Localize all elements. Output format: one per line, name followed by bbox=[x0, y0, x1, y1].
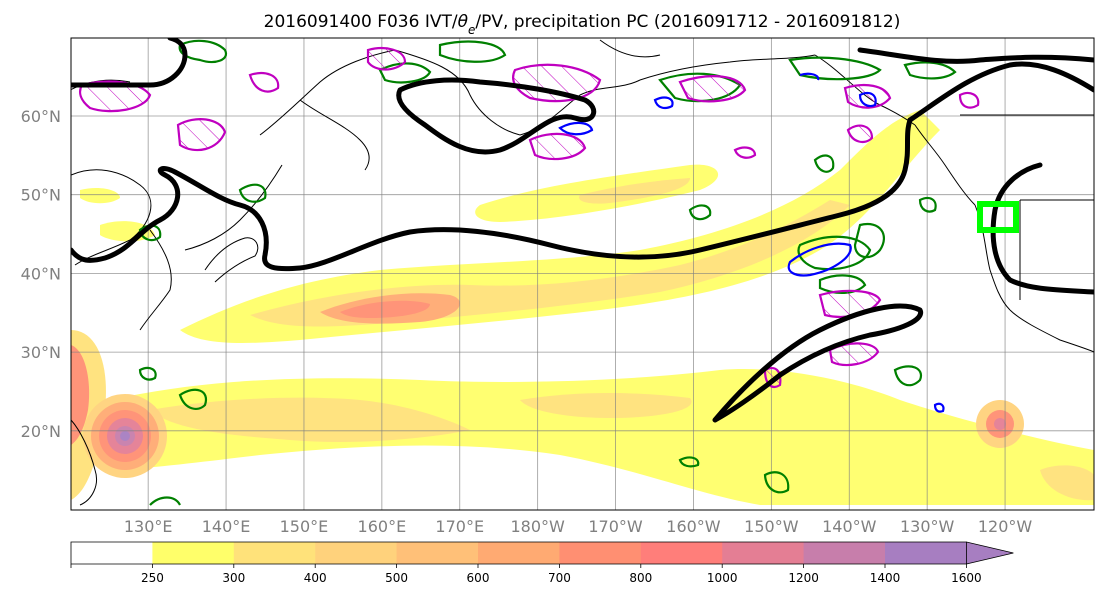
lon-label: 140°W bbox=[822, 517, 877, 536]
lon-label: 120°W bbox=[978, 517, 1033, 536]
colorbar-label: 250 bbox=[141, 571, 164, 585]
map-border bbox=[70, 37, 1095, 511]
ivt-west-edge-inner bbox=[71, 345, 90, 445]
pv-contour-main bbox=[71, 117, 913, 272]
colorbar-swatch bbox=[478, 542, 560, 564]
colorbar-label: 300 bbox=[222, 571, 245, 585]
ivt-small-3 bbox=[1040, 465, 1094, 501]
colorbar-swatch bbox=[71, 542, 153, 564]
ivt-band-main bbox=[180, 110, 940, 343]
colorbar-label: 600 bbox=[467, 571, 490, 585]
colorbar-label: 1200 bbox=[788, 571, 819, 585]
lon-label: 170°E bbox=[435, 517, 484, 536]
colorbar-label: 1400 bbox=[870, 571, 901, 585]
colorbar-label: 400 bbox=[304, 571, 327, 585]
lon-label: 160°E bbox=[358, 517, 407, 536]
latitude-labels: 60°N 50°N 40°N 30°N 20°N bbox=[21, 107, 61, 441]
ivt-band-inner3 bbox=[340, 300, 430, 318]
colorbar-label: 1600 bbox=[951, 571, 982, 585]
colorbar-swatch bbox=[640, 542, 723, 564]
colorbar-extend-arrow bbox=[966, 541, 1014, 565]
pv-contour-nw bbox=[71, 38, 188, 88]
target-region-box bbox=[977, 201, 1019, 233]
ivt-small-1 bbox=[80, 187, 120, 204]
pv-contour-subtropical bbox=[712, 303, 924, 423]
longitude-labels: 130°E 140°E 150°E 160°E 170°E 180°W 170°W 160°W… bbox=[124, 517, 1033, 536]
lon-label: 150°E bbox=[280, 517, 329, 536]
colorbar: 250 300 400 500 600 700 800 1000 1200 1400 1600 bbox=[70, 541, 1014, 585]
pv-contour-north bbox=[396, 77, 597, 155]
pv-contour-east bbox=[990, 162, 1094, 295]
pv-contour-northeast bbox=[907, 61, 1094, 123]
lat-label: 40°N bbox=[21, 264, 61, 283]
ivt-north-inner bbox=[579, 178, 690, 204]
colorbar-label: 700 bbox=[548, 571, 571, 585]
lon-label: 170°W bbox=[588, 517, 643, 536]
lon-label: 180°W bbox=[510, 517, 565, 536]
colorbar-swatch bbox=[396, 542, 479, 564]
colorbar-swatch bbox=[152, 542, 235, 564]
ivt-south-inner-b bbox=[520, 393, 692, 418]
colorbar-swatch bbox=[803, 542, 886, 564]
lat-label: 30°N bbox=[21, 343, 61, 362]
colorbar-swatch bbox=[885, 542, 967, 564]
lat-label: 60°N bbox=[21, 107, 61, 126]
lon-label: 150°W bbox=[744, 517, 799, 536]
pv-contour-ne-top bbox=[857, 47, 1094, 64]
colorbar-label: 1000 bbox=[707, 571, 738, 585]
colorbar-outline bbox=[70, 541, 967, 565]
lon-label: 130°W bbox=[900, 517, 955, 536]
pv-contours bbox=[71, 38, 1094, 423]
pv-hatched-regions bbox=[79, 46, 980, 388]
lat-label: 20°N bbox=[21, 422, 61, 441]
lon-label: 130°E bbox=[124, 517, 173, 536]
lat-label: 50°N bbox=[21, 186, 61, 205]
precip-contours bbox=[558, 72, 945, 413]
colorbar-swatch bbox=[722, 542, 805, 564]
colorbar-swatch bbox=[233, 542, 316, 564]
colorbar-swatch bbox=[559, 542, 642, 564]
graticule bbox=[71, 38, 1094, 510]
map-title: 2016091400 F036 IVT/θe/PV, precipitation… bbox=[264, 12, 901, 37]
map-content bbox=[71, 38, 1094, 510]
colorbar-label: 800 bbox=[629, 571, 652, 585]
lon-label: 140°E bbox=[202, 517, 251, 536]
colorbar-label: 500 bbox=[385, 571, 408, 585]
lon-label: 160°W bbox=[666, 517, 721, 536]
colorbar-swatch bbox=[315, 542, 398, 564]
